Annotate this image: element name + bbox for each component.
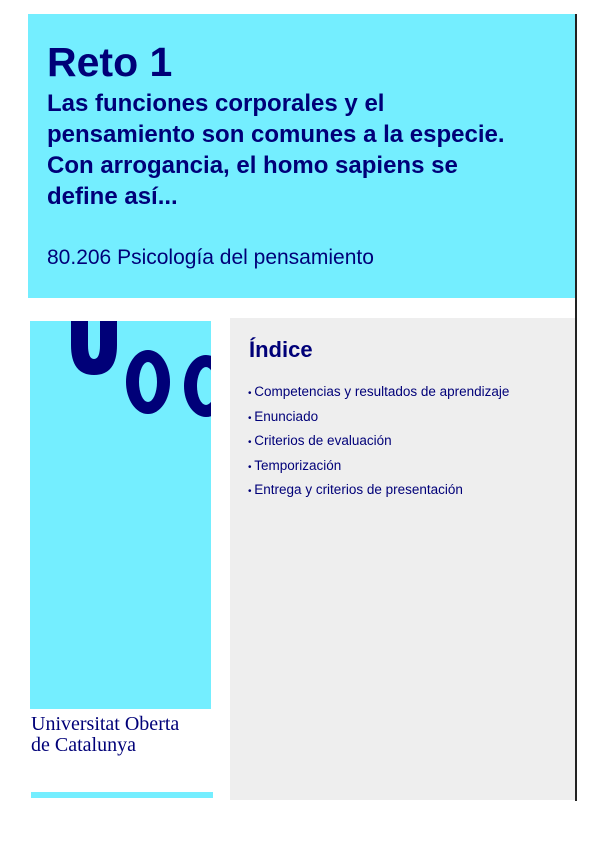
university-line-1: Universitat Oberta (31, 713, 180, 735)
university-line-2: de Catalunya (31, 734, 136, 756)
index-item[interactable]: Entrega y criterios de presentación (248, 480, 509, 505)
uoc-logo-icon (71, 321, 211, 417)
index-title: Índice (249, 337, 313, 362)
accent-bar (31, 792, 213, 798)
page-border-line (575, 14, 577, 801)
index-list: Competencias y resultados de aprendizaje… (248, 382, 509, 505)
index-item[interactable]: Temporización (248, 456, 509, 481)
uoc-logo (30, 321, 211, 709)
page-subtitle: Las funciones corporales y el pensamient… (47, 90, 505, 210)
page-title: Reto 1 (47, 39, 173, 85)
course-name: 80.206 Psicología del pensamiento (47, 246, 374, 269)
index-item[interactable]: Criterios de evaluación (248, 431, 509, 456)
header-banner (28, 14, 576, 298)
index-item[interactable]: Enunciado (248, 407, 509, 432)
university-name: Universitat Oberta de Catalunya (31, 714, 179, 756)
index-item[interactable]: Competencias y resultados de aprendizaje (248, 382, 509, 407)
